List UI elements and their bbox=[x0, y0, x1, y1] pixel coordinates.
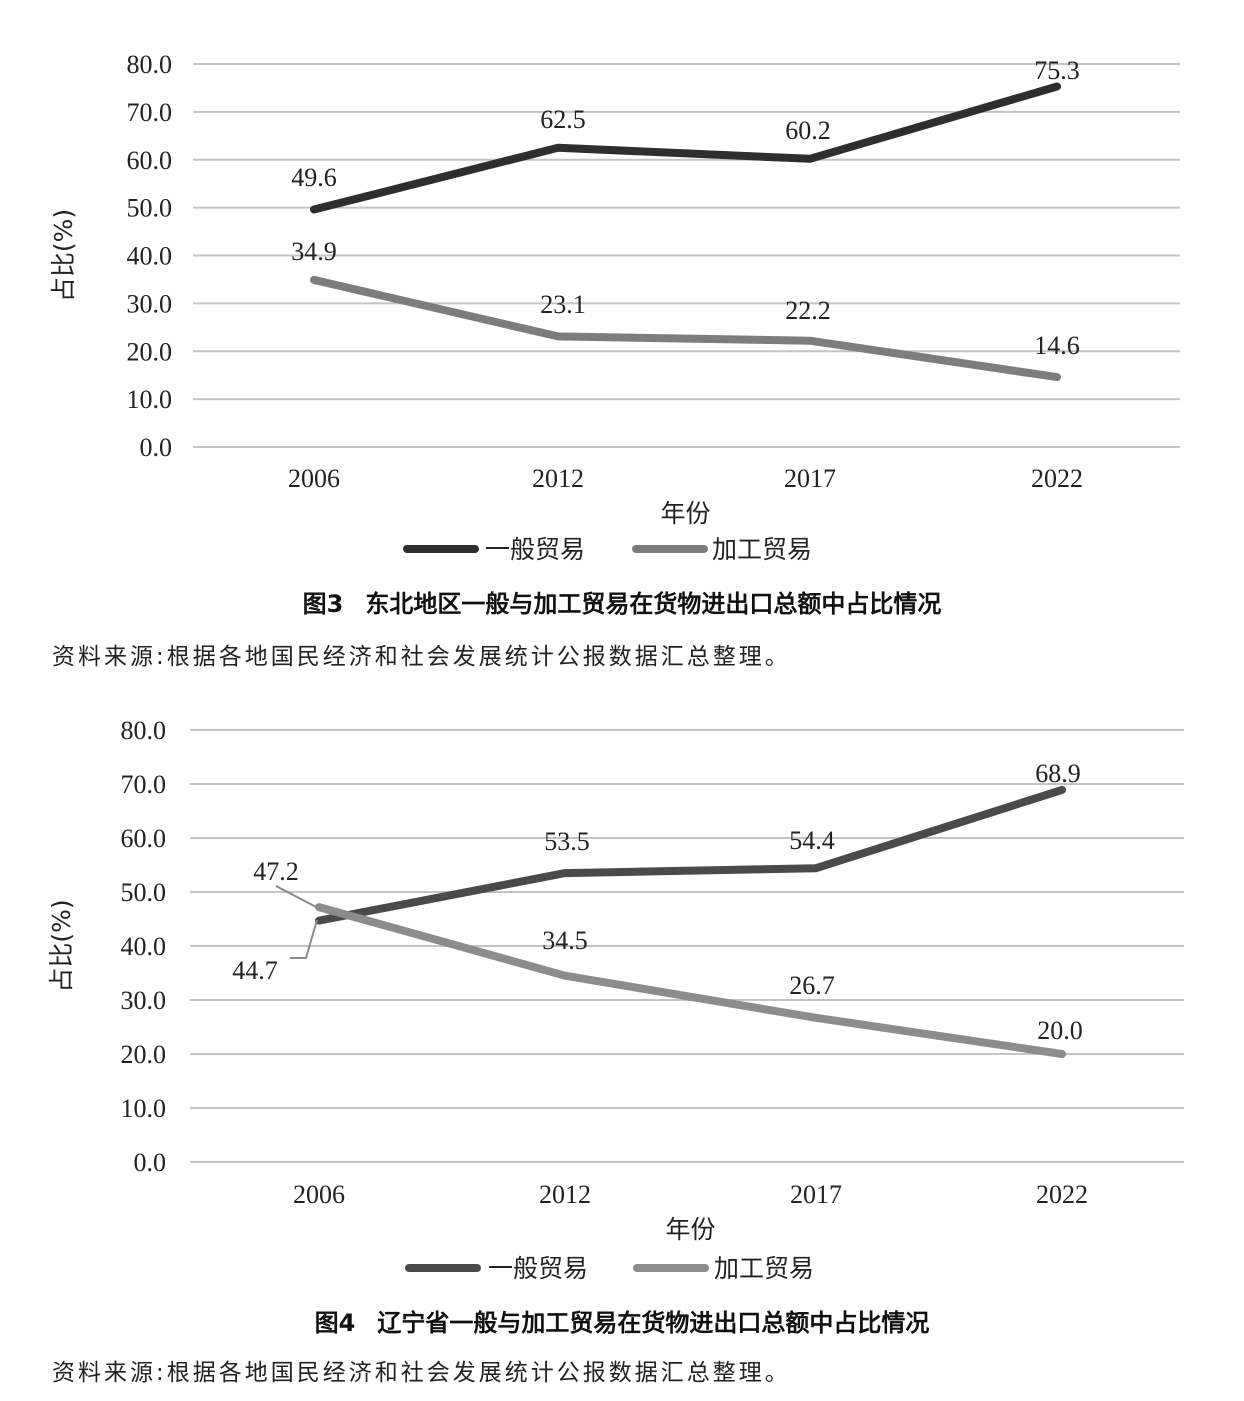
data-label: 60.2 bbox=[785, 116, 831, 145]
x-tick-label: 2006 bbox=[293, 1180, 345, 1209]
y-tick-label: 70.0 bbox=[121, 770, 167, 799]
y-tick-label: 60.0 bbox=[127, 146, 173, 175]
data-label: 14.6 bbox=[1034, 331, 1080, 360]
y-axis-title: 占比(%) bbox=[47, 899, 76, 992]
figure-number: 图3 bbox=[302, 590, 344, 618]
series-line-processing-trade bbox=[310, 275, 1061, 382]
y-tick-label: 30.0 bbox=[127, 289, 173, 318]
data-label: 49.6 bbox=[291, 163, 337, 192]
figure-number: 图4 bbox=[314, 1309, 356, 1337]
y-tick-label: 80.0 bbox=[121, 716, 167, 745]
y-tick-label: 80.0 bbox=[127, 50, 173, 79]
data-label: 26.7 bbox=[789, 971, 835, 1000]
legend-label: 一般贸易 bbox=[485, 535, 585, 564]
y-axis-title: 占比(%) bbox=[49, 209, 78, 302]
x-tick-label: 2017 bbox=[790, 1180, 842, 1209]
data-label: 47.2 bbox=[253, 857, 299, 886]
y-tick-label: 0.0 bbox=[134, 1148, 167, 1177]
y-tick-label: 0.0 bbox=[140, 433, 173, 462]
y-tick-label: 10.0 bbox=[127, 385, 173, 414]
y-tick-label: 30.0 bbox=[121, 986, 167, 1015]
x-tick-label: 2017 bbox=[784, 464, 836, 493]
y-tick-label: 40.0 bbox=[127, 242, 173, 271]
chart-figure-4: 0.0 10.0 20.0 30.0 40.0 50.0 60.0 70.0 80.0 2006 2… bbox=[47, 716, 1184, 1283]
data-label-leader-line bbox=[290, 919, 318, 959]
y-tick-label: 60.0 bbox=[121, 824, 167, 853]
y-tick-label: 40.0 bbox=[121, 932, 167, 961]
data-label: 53.5 bbox=[544, 827, 590, 856]
y-tick-label: 10.0 bbox=[121, 1094, 167, 1123]
data-label: 34.9 bbox=[291, 237, 337, 266]
x-tick-label: 2022 bbox=[1036, 1180, 1088, 1209]
data-source-note: 资料来源:根据各地国民经济和社会发展统计公报数据汇总整理。 bbox=[52, 1360, 791, 1386]
data-label: 68.9 bbox=[1035, 759, 1081, 788]
y-tick-label: 20.0 bbox=[121, 1040, 167, 1069]
y-tick-label: 20.0 bbox=[127, 337, 173, 366]
data-label: 54.4 bbox=[789, 826, 835, 855]
figure-title: 东北地区一般与加工贸易在货物进出口总额中占比情况 bbox=[365, 590, 942, 618]
x-axis-title: 年份 bbox=[665, 1215, 715, 1244]
y-tick-label: 70.0 bbox=[127, 98, 173, 127]
data-label: 75.3 bbox=[1034, 56, 1080, 85]
x-axis-title: 年份 bbox=[660, 499, 710, 528]
data-label: 20.0 bbox=[1037, 1016, 1083, 1045]
data-label: 22.2 bbox=[785, 296, 831, 325]
series-line-processing-trade bbox=[315, 903, 1066, 1058]
series-line-general-trade bbox=[310, 82, 1061, 214]
data-source-note: 资料来源:根据各地国民经济和社会发展统计公报数据汇总整理。 bbox=[52, 644, 791, 670]
x-tick-label: 2006 bbox=[288, 464, 340, 493]
data-label-leader-line bbox=[275, 885, 319, 909]
figure-3: 0.0 10.0 20.0 30.0 40.0 50.0 60.0 70.0 80.0 2006 2… bbox=[0, 0, 1244, 700]
legend-label: 加工贸易 bbox=[712, 535, 812, 564]
legend-label: 一般贸易 bbox=[488, 1254, 588, 1283]
figure-caption: 图3 东北地区一般与加工贸易在货物进出口总额中占比情况 bbox=[0, 584, 1244, 619]
data-label: 44.7 bbox=[232, 956, 278, 985]
data-label: 23.1 bbox=[540, 290, 586, 319]
series-line-general-trade bbox=[315, 785, 1066, 925]
figure-title: 辽宁省一般与加工贸易在货物进出口总额中占比情况 bbox=[377, 1309, 930, 1337]
figure-4: 0.0 10.0 20.0 30.0 40.0 50.0 60.0 70.0 80.0 2006 2… bbox=[0, 700, 1244, 1401]
x-tick-label: 2012 bbox=[539, 1180, 591, 1209]
x-tick-label: 2012 bbox=[532, 464, 584, 493]
legend-label: 加工贸易 bbox=[714, 1254, 814, 1283]
data-label: 62.5 bbox=[540, 105, 586, 134]
figure-caption: 图4 辽宁省一般与加工贸易在货物进出口总额中占比情况 bbox=[0, 1303, 1244, 1338]
y-tick-label: 50.0 bbox=[121, 878, 167, 907]
chart-figure-3: 0.0 10.0 20.0 30.0 40.0 50.0 60.0 70.0 80.0 2006 2… bbox=[49, 50, 1180, 564]
data-label: 34.5 bbox=[542, 926, 588, 955]
x-tick-label: 2022 bbox=[1031, 464, 1083, 493]
y-tick-label: 50.0 bbox=[127, 194, 173, 223]
